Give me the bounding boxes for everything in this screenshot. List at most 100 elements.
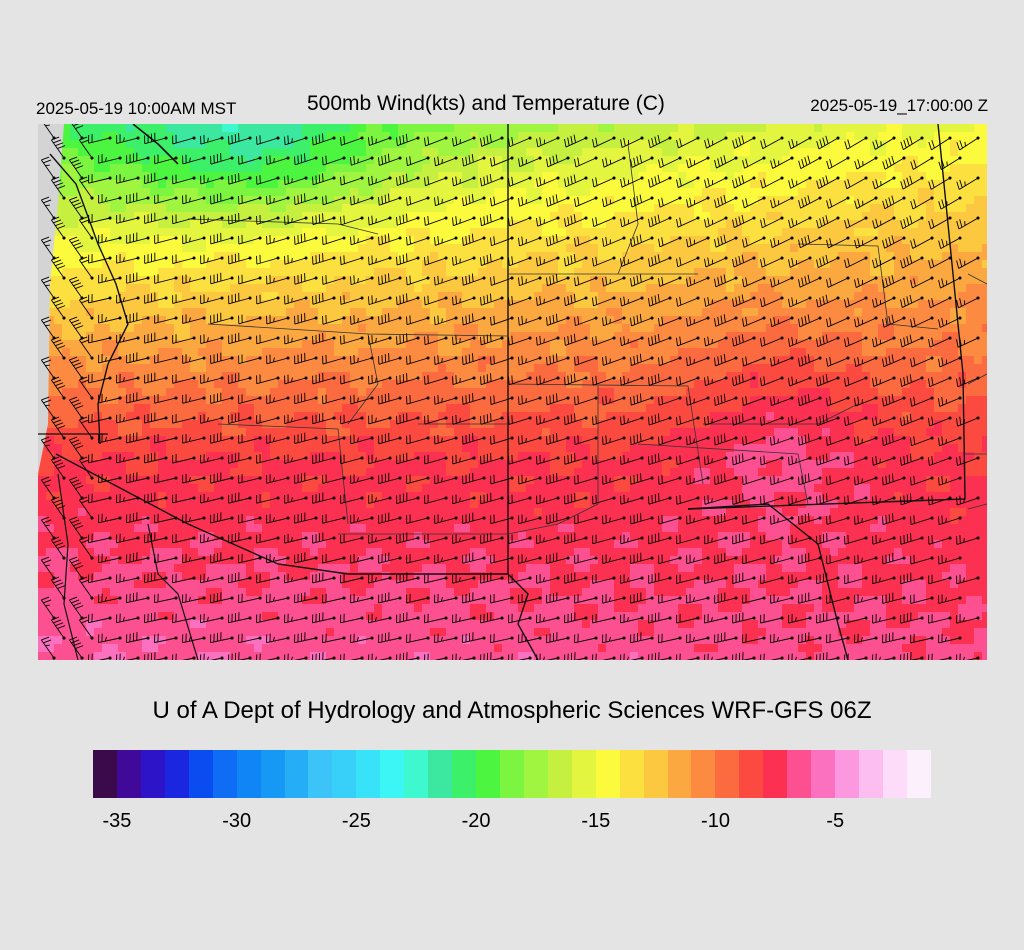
temperature-cell <box>894 140 903 149</box>
temperature-cell <box>366 204 375 213</box>
temperature-cell <box>718 204 727 213</box>
temperature-cell <box>566 340 575 349</box>
temperature-cell <box>526 292 535 301</box>
temperature-cell <box>374 196 383 205</box>
temperature-cell <box>230 164 239 173</box>
temperature-cell <box>174 188 183 197</box>
temperature-cell <box>894 340 903 349</box>
temperature-cell <box>758 236 767 245</box>
temperature-cell <box>614 292 623 301</box>
temperature-cell <box>542 348 551 357</box>
temperature-cell <box>350 244 359 253</box>
temperature-cell <box>310 428 319 437</box>
temperature-cell <box>478 140 487 149</box>
temperature-cell <box>502 148 511 157</box>
temperature-cell <box>406 364 415 373</box>
temperature-cell <box>534 148 543 157</box>
temperature-cell <box>982 412 987 421</box>
temperature-cell <box>870 236 879 245</box>
temperature-cell <box>846 132 855 141</box>
temperature-cell <box>326 252 335 261</box>
temperature-cell <box>310 268 319 277</box>
temperature-cell <box>62 444 71 453</box>
temperature-cell <box>142 284 151 293</box>
temperature-cell <box>62 284 71 293</box>
temperature-cell <box>886 348 895 357</box>
temperature-cell <box>350 348 359 357</box>
temperature-cell <box>918 332 927 341</box>
temperature-cell <box>854 220 863 229</box>
temperature-cell <box>446 428 455 437</box>
temperature-cell <box>406 348 415 357</box>
temperature-cell <box>102 348 111 357</box>
temperature-cell <box>646 172 655 181</box>
temperature-cell <box>862 300 871 309</box>
temperature-cell <box>294 308 303 317</box>
temperature-cell <box>646 364 655 373</box>
temperature-cell <box>222 396 231 405</box>
temperature-cell <box>686 188 695 197</box>
temperature-cell <box>534 276 543 285</box>
temperature-cell <box>134 300 143 309</box>
temperature-cell <box>974 132 983 141</box>
temperature-cell <box>166 412 175 421</box>
temperature-cell <box>142 356 151 365</box>
temperature-cell <box>958 276 967 285</box>
temperature-cell <box>326 300 335 309</box>
temperature-cell <box>846 148 855 157</box>
temperature-cell <box>486 148 495 157</box>
temperature-cell <box>966 244 975 253</box>
temperature-cell <box>894 452 903 461</box>
temperature-cell <box>86 404 95 413</box>
temperature-cell <box>230 404 239 413</box>
temperature-cell <box>358 164 367 173</box>
temperature-cell <box>526 268 535 277</box>
temperature-cell <box>790 356 799 365</box>
temperature-cell <box>262 292 271 301</box>
temperature-cell <box>494 308 503 317</box>
temperature-cell <box>102 388 111 397</box>
temperature-cell <box>598 388 607 397</box>
temperature-cell <box>486 380 495 389</box>
temperature-cell <box>318 276 327 285</box>
temperature-cell <box>206 404 215 413</box>
temperature-cell <box>670 164 679 173</box>
temperature-cell <box>870 316 879 325</box>
temperature-cell <box>686 348 695 357</box>
temperature-cell <box>558 180 567 189</box>
temperature-cell <box>942 324 951 333</box>
temperature-cell <box>822 388 831 397</box>
temperature-cell <box>470 404 479 413</box>
temperature-cell <box>182 228 191 237</box>
temperature-cell <box>342 452 351 461</box>
temperature-cell <box>358 316 367 325</box>
temperature-cell <box>174 412 183 421</box>
temperature-cell <box>342 268 351 277</box>
temperature-cell <box>782 412 791 421</box>
temperature-cell <box>438 340 447 349</box>
temperature-cell <box>566 124 575 133</box>
temperature-cell <box>806 260 815 269</box>
temperature-cell <box>894 380 903 389</box>
temperature-cell <box>150 372 159 381</box>
temperature-cell <box>638 332 647 341</box>
temperature-cell <box>750 220 759 229</box>
temperature-cell <box>894 324 903 333</box>
temperature-cell <box>230 228 239 237</box>
temperature-cell <box>790 404 799 413</box>
temperature-cell <box>702 132 711 141</box>
temperature-cell <box>710 268 719 277</box>
temperature-cell <box>310 348 319 357</box>
temperature-cell <box>582 236 591 245</box>
temperature-cell <box>742 212 751 221</box>
temperature-cell <box>70 324 79 333</box>
temperature-cell <box>918 260 927 269</box>
temperature-cell <box>174 444 183 453</box>
temperature-cell <box>350 308 359 317</box>
temperature-cell <box>150 444 159 453</box>
temperature-cell <box>254 212 263 221</box>
temperature-cell <box>422 132 431 141</box>
temperature-cell <box>278 228 287 237</box>
temperature-cell <box>318 236 327 245</box>
temperature-cell <box>694 316 703 325</box>
